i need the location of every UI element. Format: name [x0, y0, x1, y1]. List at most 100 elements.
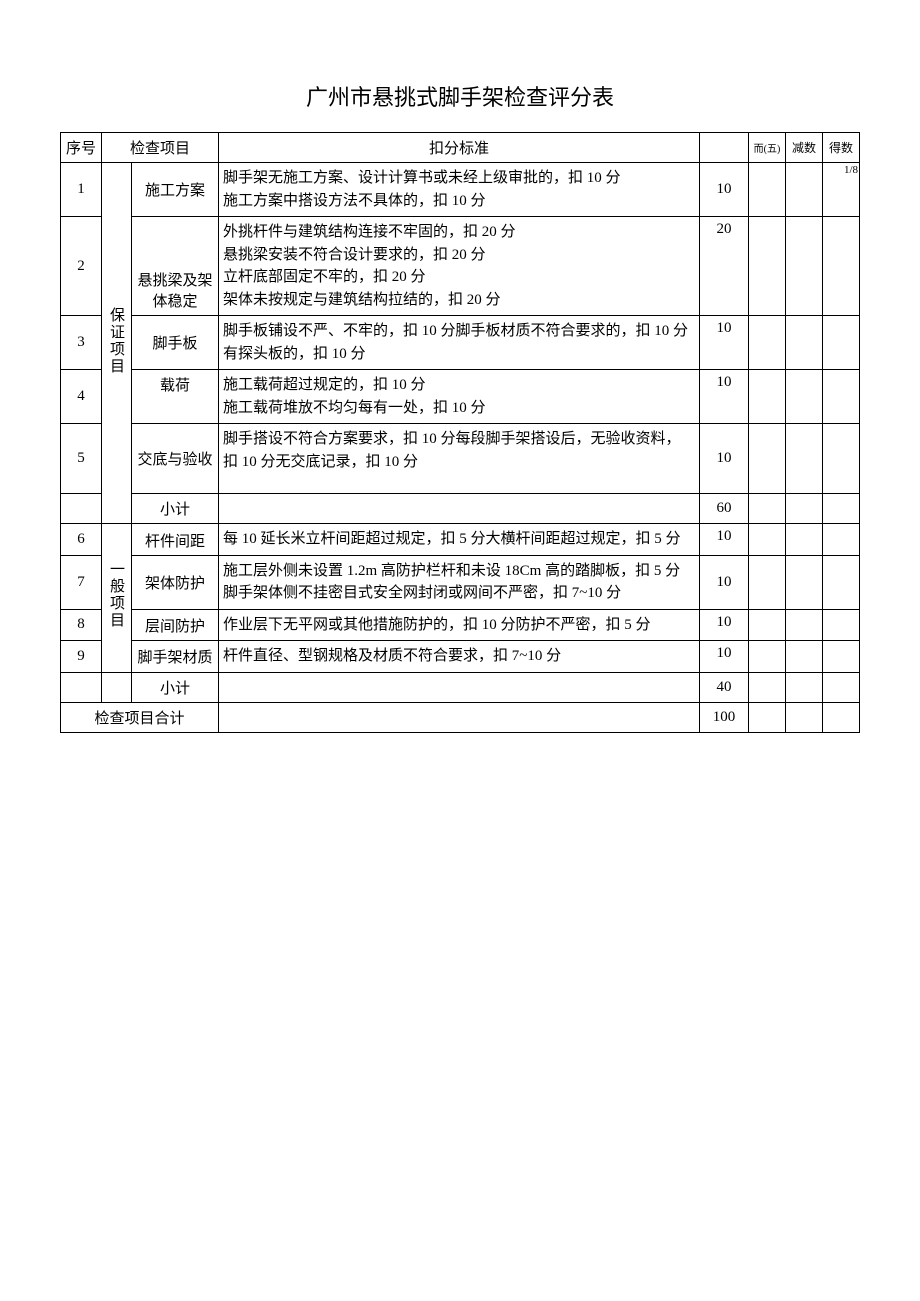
col6-cell	[786, 702, 823, 732]
subtotal-label: 小计	[132, 672, 219, 702]
header-criteria: 扣分标准	[219, 133, 700, 163]
seq-cell: 3	[61, 316, 102, 370]
score-cell: 10	[700, 370, 749, 424]
header-check-item: 检查项目	[102, 133, 219, 163]
col7-cell	[823, 524, 860, 556]
col5-cell	[749, 672, 786, 702]
seq-cell	[61, 672, 102, 702]
col5-cell	[749, 641, 786, 673]
total-label: 检查项目合计	[61, 702, 219, 732]
page-title: 广州市悬挑式脚手架检查评分表	[60, 80, 860, 112]
score-cell: 10	[700, 641, 749, 673]
col7-cell	[823, 370, 860, 424]
col5-cell	[749, 217, 786, 316]
seq-cell: 5	[61, 424, 102, 494]
col7-cell	[823, 217, 860, 316]
category-b: 一般项目	[102, 524, 132, 673]
score-cell: 10	[700, 316, 749, 370]
criteria-cell: 杆件直径、型钢规格及材质不符合要求，扣 7~10 分	[219, 641, 700, 673]
header-row: 序号 检查项目 扣分标准 而(五) 减数 得数	[61, 133, 860, 163]
criteria-cell: 施工层外侧未设置 1.2m 高防护栏杆和未设 18Cm 高的踏脚板，扣 5 分 …	[219, 555, 700, 609]
seq-cell	[61, 494, 102, 524]
subtotal-label: 小计	[132, 494, 219, 524]
col5-cell	[749, 702, 786, 732]
col6-cell	[786, 494, 823, 524]
item-cell: 载荷	[132, 370, 219, 424]
criteria-cell: 脚手架无施工方案、设计计算书或未经上级审批的，扣 10 分 施工方案中搭设方法不…	[219, 163, 700, 217]
criteria-cell: 脚手搭设不符合方案要求，扣 10 分每段脚手架搭设后，无验收资料，扣 10 分无…	[219, 424, 700, 494]
table-row: 6 一般项目 杆件间距 每 10 延长米立杆间距超过规定，扣 5 分大横杆间距超…	[61, 524, 860, 556]
item-cell: 脚手板	[132, 316, 219, 370]
table-row: 4 载荷 施工载荷超过规定的，扣 10 分 施工载荷堆放不均匀每有一处，扣 10…	[61, 370, 860, 424]
criteria-cell: 脚手板铺设不严、不牢的，扣 10 分脚手板材质不符合要求的，扣 10 分 有探头…	[219, 316, 700, 370]
header-col6: 减数	[786, 133, 823, 163]
seq-cell: 2	[61, 217, 102, 316]
score-cell: 10	[700, 524, 749, 556]
item-cell: 架体防护	[132, 555, 219, 609]
cat-cell	[102, 672, 132, 702]
scoring-table: 序号 检查项目 扣分标准 而(五) 减数 得数 1 保证项目 施工方案 脚手架无…	[60, 132, 860, 733]
table-row: 2 悬挑梁及架体稳定 外挑杆件与建筑结构连接不牢固的，扣 20 分 悬挑梁安装不…	[61, 217, 860, 316]
col6-cell	[786, 609, 823, 641]
col5-cell	[749, 609, 786, 641]
seq-cell: 1	[61, 163, 102, 217]
item-cell: 层间防护	[132, 609, 219, 641]
table-row: 5 交底与验收 脚手搭设不符合方案要求，扣 10 分每段脚手架搭设后，无验收资料…	[61, 424, 860, 494]
col6-cell	[786, 672, 823, 702]
item-cell: 交底与验收	[132, 424, 219, 494]
header-score	[700, 133, 749, 163]
criteria-cell: 每 10 延长米立杆间距超过规定，扣 5 分大横杆间距超过规定，扣 5 分	[219, 524, 700, 556]
item-cell: 施工方案	[132, 163, 219, 217]
criteria-cell: 外挑杆件与建筑结构连接不牢固的，扣 20 分 悬挑梁安装不符合设计要求的，扣 2…	[219, 217, 700, 316]
score-cell: 20	[700, 217, 749, 316]
table-row: 3 脚手板 脚手板铺设不严、不牢的，扣 10 分脚手板材质不符合要求的，扣 10…	[61, 316, 860, 370]
col5-cell	[749, 316, 786, 370]
criteria-cell	[219, 672, 700, 702]
table-row: 8 层间防护 作业层下无平网或其他措施防护的，扣 10 分防护不严密，扣 5 分…	[61, 609, 860, 641]
item-cell: 脚手架材质	[132, 641, 219, 673]
total-row: 检查项目合计 100	[61, 702, 860, 732]
seq-cell: 7	[61, 555, 102, 609]
col7-cell	[823, 702, 860, 732]
score-cell: 60	[700, 494, 749, 524]
score-cell: 10	[700, 424, 749, 494]
col5-cell	[749, 163, 786, 217]
header-col7: 得数	[823, 133, 860, 163]
seq-cell: 9	[61, 641, 102, 673]
seq-cell: 8	[61, 609, 102, 641]
score-cell: 100	[700, 702, 749, 732]
subtotal-row: 小计 60	[61, 494, 860, 524]
score-cell: 10	[700, 609, 749, 641]
col7-cell	[823, 609, 860, 641]
col5-cell	[749, 524, 786, 556]
table-row: 1 保证项目 施工方案 脚手架无施工方案、设计计算书或未经上级审批的，扣 10 …	[61, 163, 860, 217]
criteria-cell: 施工载荷超过规定的，扣 10 分 施工载荷堆放不均匀每有一处，扣 10 分	[219, 370, 700, 424]
col6-cell	[786, 424, 823, 494]
category-a: 保证项目	[102, 163, 132, 524]
col6-cell	[786, 370, 823, 424]
col5-cell	[749, 494, 786, 524]
subtotal-row: 小计 40	[61, 672, 860, 702]
seq-cell: 4	[61, 370, 102, 424]
score-cell: 40	[700, 672, 749, 702]
header-seq: 序号	[61, 133, 102, 163]
header-col5: 而(五)	[749, 133, 786, 163]
col5-cell	[749, 555, 786, 609]
col7-cell	[823, 494, 860, 524]
col6-cell	[786, 163, 823, 217]
col7-cell	[823, 555, 860, 609]
col6-cell	[786, 641, 823, 673]
score-cell: 10	[700, 163, 749, 217]
page-marker: 1/8	[844, 165, 858, 176]
col5-cell	[749, 370, 786, 424]
col6-cell	[786, 217, 823, 316]
table-row: 7 架体防护 施工层外侧未设置 1.2m 高防护栏杆和未设 18Cm 高的踏脚板…	[61, 555, 860, 609]
col5-cell	[749, 424, 786, 494]
criteria-cell	[219, 494, 700, 524]
col7-cell	[823, 641, 860, 673]
score-cell: 10	[700, 555, 749, 609]
col6-cell	[786, 524, 823, 556]
criteria-cell: 作业层下无平网或其他措施防护的，扣 10 分防护不严密，扣 5 分	[219, 609, 700, 641]
col6-cell	[786, 555, 823, 609]
col7-cell	[823, 316, 860, 370]
